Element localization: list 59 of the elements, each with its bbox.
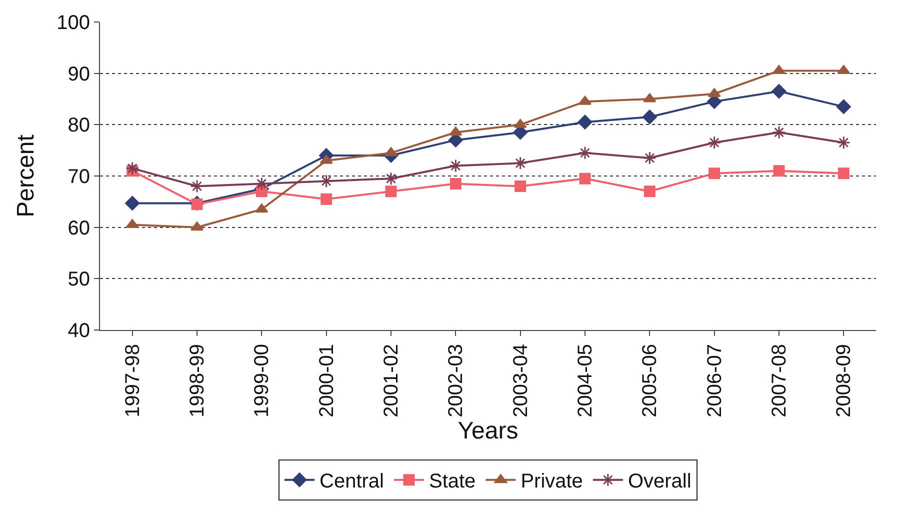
point [320,193,332,205]
point [578,146,592,160]
y-tick-label: 50 [68,268,90,291]
point [773,165,785,177]
point [254,176,268,190]
x-tick-label: 1999-00 [251,344,274,418]
point [644,186,656,198]
x-tick-label: 1998-99 [186,344,208,418]
x-tick-label: 2002-03 [445,344,468,418]
x-tick-label: 2004-05 [574,344,596,418]
point [772,126,786,140]
point [126,219,139,228]
y-tick-label: 70 [68,166,90,188]
point [708,88,721,98]
y-tick-label: 60 [68,217,90,240]
point [837,65,850,74]
point [642,151,656,165]
x-tick-label: 2005-06 [639,344,662,418]
y-tick-label: 100 [56,12,90,34]
y-tick-label: 80 [68,114,90,137]
point [449,126,462,136]
point [514,118,527,128]
point [125,196,140,210]
point [255,204,268,213]
point [384,172,398,186]
y-tick-label: 90 [68,63,90,86]
point [126,162,140,176]
x-axis-title: Years [458,417,518,444]
y-tick-label: 40 [68,320,90,342]
point [708,136,722,150]
point [708,168,720,180]
point [320,154,333,164]
x-tick-label: 2001-02 [380,344,402,418]
point [190,180,204,194]
legend-label: Central [320,470,384,493]
point [320,174,334,188]
legend-label: Private [520,470,583,493]
point [579,172,591,184]
legend-label: Overall [628,470,692,493]
point [836,99,851,114]
legend-label: State [428,470,476,493]
point [448,158,462,172]
point [836,136,850,150]
point [514,156,528,170]
point [385,186,397,198]
point [643,93,656,102]
x-tick-label: 2008-09 [833,344,856,418]
x-tick-label: 2007-08 [768,344,790,418]
y-axis-title: Percent [12,134,40,218]
point [514,180,526,192]
x-tick-label: 2003-04 [510,344,532,418]
point [578,114,592,130]
x-tick-label: 2000-01 [316,344,338,418]
point [450,178,462,190]
x-tick-label: 2006-07 [704,344,726,418]
x-tick-label: 1997-98 [122,344,144,418]
point [772,84,786,99]
point [642,110,657,124]
point [838,168,850,180]
